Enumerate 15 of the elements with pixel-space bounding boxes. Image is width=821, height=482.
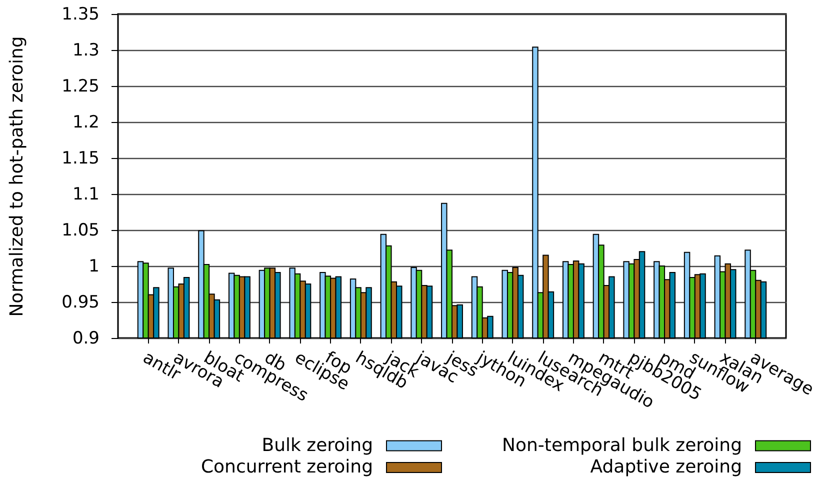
y-tick-label: 1.15 <box>62 148 100 168</box>
y-axis-title: Normalized to hot-path zeroing <box>6 36 28 317</box>
legend-label: Concurrent zeroing <box>200 456 373 478</box>
y-tick-label: 1 <box>88 256 100 276</box>
legend-label: Adaptive zeroing <box>590 456 742 478</box>
y-tick-label: 0.9 <box>72 328 100 348</box>
y-tick-label: 1.1 <box>72 184 100 204</box>
y-tick-label: 1.05 <box>62 220 100 240</box>
legend-label: Bulk zeroing <box>262 434 373 456</box>
y-tick-label: 0.95 <box>62 292 100 312</box>
y-tick-label: 1.25 <box>62 76 100 96</box>
y-tick-label: 1.2 <box>72 112 100 132</box>
y-tick-label: 1.3 <box>72 40 100 60</box>
y-tick-label: 1.35 <box>62 4 100 24</box>
legend-label: Non-temporal bulk zeroing <box>502 434 742 456</box>
